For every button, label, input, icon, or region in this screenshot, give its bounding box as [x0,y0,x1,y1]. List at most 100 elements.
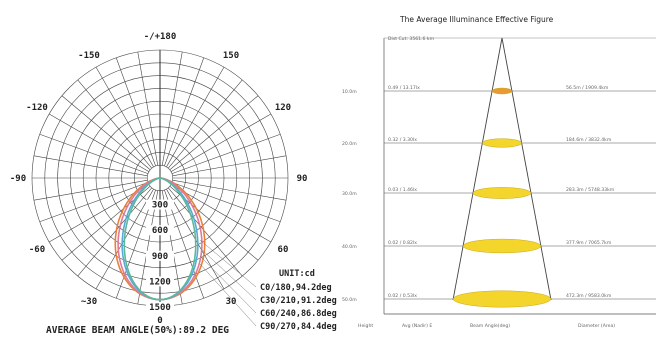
polar-light-distribution-diagram: -/+180 150 -150 120 -120 90 -90 60 -60 30 ~30 0 300 6… [9,32,337,336]
radial-label: 900 [152,252,168,262]
row-height: 20.0m [342,141,357,147]
row-illuminance: 0.32 / 3.30lx [388,137,417,143]
angle-label: 120 [275,103,291,113]
legend-entry-c30: C30/210,91.2deg [260,296,337,306]
angle-label: -/+180 [144,32,177,42]
radial-label: 300 [152,201,168,211]
footer-beam-angle: Beam Angle(deg) [470,323,510,329]
distribution-curve [123,177,197,301]
row-height: 50.0m [342,297,357,303]
illuminance-ellipse [491,87,513,95]
angle-label: 30 [226,297,237,307]
polar-spoke [170,184,272,243]
footer-height: Height [358,323,373,329]
polar-spoke [137,51,159,166]
illuminance-rows: 10.0m 0.49 / 13.17lx 56.5m / 1909.4km 20.0m… [342,85,656,308]
legend-entry-c0: C0/180,94.2deg [260,283,332,293]
polar-spoke [172,179,287,201]
angle-label: -60 [29,245,45,255]
legend-entry-c90: C90/270,84.4deg [260,322,337,332]
row-illuminance: 0.03 / 1.46lx [388,187,417,193]
angle-label: 90 [297,174,308,184]
radial-label: 600 [152,226,168,236]
beam-cone-left [452,37,503,301]
angle-label: ~30 [81,297,97,307]
radial-label: 1200 [149,277,171,287]
illuminance-row: 30.0m 0.03 / 1.46lx 283.3m / 5748.33km [342,187,656,199]
row-illuminance: 0.49 / 13.17lx [388,85,420,91]
illuminance-row: 20.0m 0.32 / 3.30lx 184.6m / 3832.4km [342,137,656,148]
illuminance-footer: Height Avg (Nadir) E Beam Angle(deg) Dia… [358,323,615,329]
average-beam-angle: AVERAGE BEAM ANGLE(50%):89.2 DEG [46,325,229,336]
polar-spoke [77,187,153,277]
illuminance-ellipse [452,290,552,308]
angle-label: 0 [157,316,162,326]
illuminance-ellipse [472,187,532,199]
radial-label: 1500 [149,303,171,313]
polar-spoke [48,184,150,243]
footer-diameter: Diameter (Area) [578,323,615,329]
polar-spoke [48,113,150,172]
polar-spoke [39,133,149,174]
angle-label: 150 [223,51,239,61]
illuminance-title: The Average Illuminance Effective Figure [399,15,554,24]
polar-chart: -/+180 150 -150 120 -120 90 -90 60 -60 30 ~30 0 300 6… [9,32,337,336]
polar-spoke [170,113,272,172]
polar-spoke [166,66,225,168]
row-diameter: 472.3m / 9583.0km [566,293,612,299]
illuminance-row: 10.0m 0.49 / 13.17lx 56.5m / 1909.4km [342,85,656,95]
row-illuminance: 0.02 / 0.53lx [388,293,417,299]
footer-avg: Avg (Nadir) E [402,323,432,329]
polar-spoke [171,182,281,223]
angle-label: -120 [26,103,48,113]
polar-spoke [115,57,156,167]
radial-label-bg [146,199,174,210]
legend-entry-c60: C60/240,86.8deg [260,309,337,319]
unit-label: UNIT:cd [279,269,315,279]
row-diameter: 377.9m / 7065.7km [566,240,612,246]
polar-spoke [77,79,153,169]
radial-label-bg [146,302,174,312]
row-diameter: 283.3m / 5748.33km [566,187,615,193]
angle-label: -90 [10,174,26,184]
row-illuminance: 0.02 / 0.82lx [388,240,417,246]
row-diameter: 56.5m / 1909.4km [566,85,609,91]
angle-label: 60 [278,245,289,255]
polar-spoke [171,133,281,174]
illuminance-grid [383,37,656,315]
polar-spoke [161,51,183,166]
legend-leader-line [199,263,257,327]
row-height: 10.0m [342,89,357,95]
illuminance-ellipse [482,138,522,148]
distribution-curves [114,177,206,301]
row-height: 40.0m [342,244,357,250]
angle-label: -150 [78,51,100,61]
polar-spoke [172,155,287,177]
legend-leader-line [199,239,257,288]
polar-spoke [95,66,154,168]
legend-leader-line [199,247,257,301]
row-height: 30.0m [342,191,357,197]
polar-spoke [33,179,148,201]
polar-spoke [33,155,148,177]
curve-legend: UNIT:cd C0/180,94.2deg C30/210,91.2deg C… [199,239,337,332]
illuminance-row: 50.0m 0.02 / 0.53lx 472.3m / 9583.0km [342,290,656,308]
radial-label-bg [146,225,174,236]
radial-label-bg [146,276,174,287]
average-illuminance-figure: The Average Illuminance Effective Figure… [340,0,656,338]
legend-leader-line [199,255,257,314]
illuminance-row: 40.0m 0.02 / 0.82lx 377.9m / 7065.7km [342,238,656,254]
polar-spoke [169,95,259,171]
polar-spoke [167,79,243,169]
polar-spoke [164,57,205,167]
row-diameter: 184.6m / 3832.4km [566,137,612,143]
radial-label-bg [146,250,174,261]
polar-labels: -/+180 150 -150 120 -120 90 -90 60 -60 30 ~30 0 300 6… [10,32,308,326]
illuminance-ellipse [462,238,542,254]
polar-spoke [39,182,149,223]
beam-cone-right [501,37,552,301]
polar-spoke [167,187,243,277]
polar-spoke [61,95,151,171]
top-distance-label: Dist Cut: 3561.6 km [388,36,435,42]
illuminance-chart: The Average Illuminance Effective Figure… [342,15,656,329]
